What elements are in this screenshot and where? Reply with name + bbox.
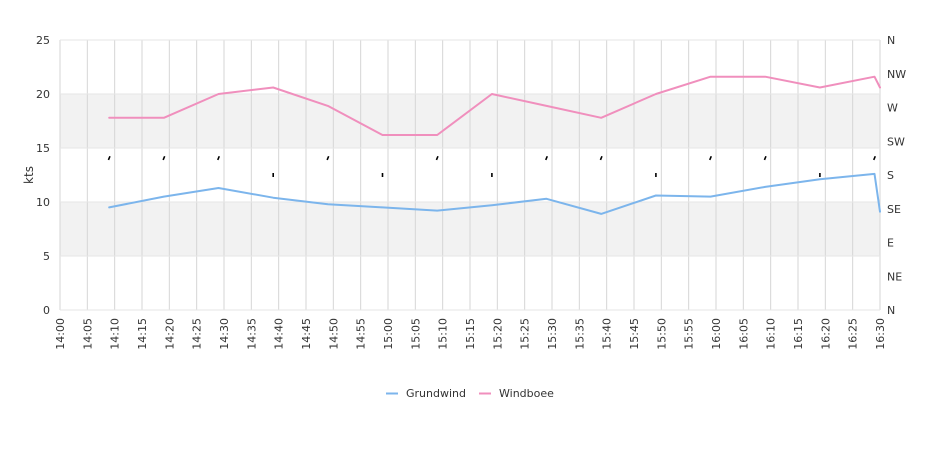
series-line-windboee: [108, 75, 881, 136]
x-tick-label: 14:25: [191, 318, 204, 350]
direction-tick-label: SE: [887, 203, 901, 216]
grid-lines: [59, 39, 881, 311]
direction-tick-label: W: [887, 102, 898, 115]
direction-point: [544, 155, 549, 161]
x-tick-label: 14:45: [300, 318, 313, 350]
x-tick-label: 14:55: [355, 318, 368, 350]
x-tick-label: 14:10: [109, 318, 122, 350]
direction-point: [216, 155, 221, 161]
legend-item-windboee[interactable]: Windboee: [479, 387, 554, 400]
x-tick-label: 15:25: [519, 318, 532, 350]
legend[interactable]: Grundwind Windboee: [386, 387, 554, 400]
x-tick-label: 16:05: [737, 318, 750, 350]
y-tick-label: 5: [43, 250, 50, 263]
direction-point: [599, 155, 603, 161]
x-tick-label: 14:40: [273, 318, 286, 350]
direction-tick-label: N: [887, 304, 895, 317]
direction-point: [326, 155, 330, 161]
direction-point: [872, 155, 877, 161]
x-tick-label: 15:05: [409, 318, 422, 350]
x-tick-label: 15:35: [573, 318, 586, 350]
direction-arrow-shaft: [326, 155, 330, 161]
x-tick-label: 14:20: [163, 318, 176, 350]
direction-arrow-shaft: [435, 155, 439, 161]
x-tick-label: 14:05: [81, 318, 94, 350]
x-tick-label: 16:20: [819, 318, 832, 350]
direction-point: [763, 155, 767, 161]
x-tick-label: 14:35: [245, 318, 258, 350]
y-axis-label: kts: [22, 166, 36, 184]
x-tick-label: 15:20: [491, 318, 504, 350]
direction-axis-ticks: N NE E SE S SW W NW N: [887, 34, 906, 317]
direction-tick-label: NW: [887, 68, 906, 81]
direction-tick-label: S: [887, 169, 894, 182]
direction-arrow-shaft: [763, 155, 767, 161]
x-tick-label: 15:55: [683, 318, 696, 350]
y-axis-ticks: 0 5 10 15 20 25: [36, 34, 50, 317]
series-line-grundwind: [108, 172, 881, 215]
direction-tick-label: N: [887, 34, 895, 47]
direction-arrow-shaft: [162, 155, 166, 161]
direction-point: [435, 155, 439, 161]
direction-point: [162, 155, 166, 161]
x-tick-label: 16:00: [710, 318, 723, 350]
direction-tick-label: NE: [887, 270, 902, 283]
series-lines: [108, 75, 881, 215]
y-tick-label: 10: [36, 196, 50, 209]
x-tick-label: 16:10: [765, 318, 778, 350]
direction-tick-label: SW: [887, 135, 905, 148]
direction-arrow-shaft: [544, 155, 549, 161]
x-tick-label: 14:00: [54, 318, 67, 350]
direction-tick-label: E: [887, 237, 894, 250]
direction-points: [107, 155, 877, 177]
x-tick-label: 16:30: [874, 318, 887, 350]
x-tick-label: 16:25: [847, 318, 860, 350]
x-tick-label: 15:50: [655, 318, 668, 350]
x-tick-label: 15:00: [382, 318, 395, 350]
direction-arrow-shaft: [107, 155, 111, 161]
legend-label: Grundwind: [406, 387, 466, 400]
x-tick-label: 15:15: [464, 318, 477, 350]
legend-label: Windboee: [499, 387, 554, 400]
x-tick-label: 16:15: [792, 318, 805, 350]
y-tick-label: 15: [36, 142, 50, 155]
x-tick-label: 14:15: [136, 318, 149, 350]
x-tick-label: 15:45: [628, 318, 641, 350]
x-tick-label: 15:40: [601, 318, 614, 350]
direction-arrow-shaft: [872, 155, 877, 161]
x-tick-label: 14:50: [327, 318, 340, 350]
y-tick-label: 25: [36, 34, 50, 47]
direction-arrow-shaft: [599, 155, 603, 161]
x-tick-label: 15:30: [546, 318, 559, 350]
y-tick-label: 20: [36, 88, 50, 101]
x-axis-ticks: 14:00 14:05 14:10 14:15 14:20 14:25 14:30 14:35…: [54, 318, 887, 350]
legend-item-grundwind[interactable]: Grundwind: [386, 387, 466, 400]
direction-arrow-shaft: [708, 155, 713, 161]
direction-arrow-shaft: [216, 155, 221, 161]
x-tick-label: 15:10: [437, 318, 450, 350]
y-tick-label: 0: [43, 304, 50, 317]
direction-point: [708, 155, 713, 161]
direction-point: [107, 155, 111, 161]
x-tick-label: 14:30: [218, 318, 231, 350]
